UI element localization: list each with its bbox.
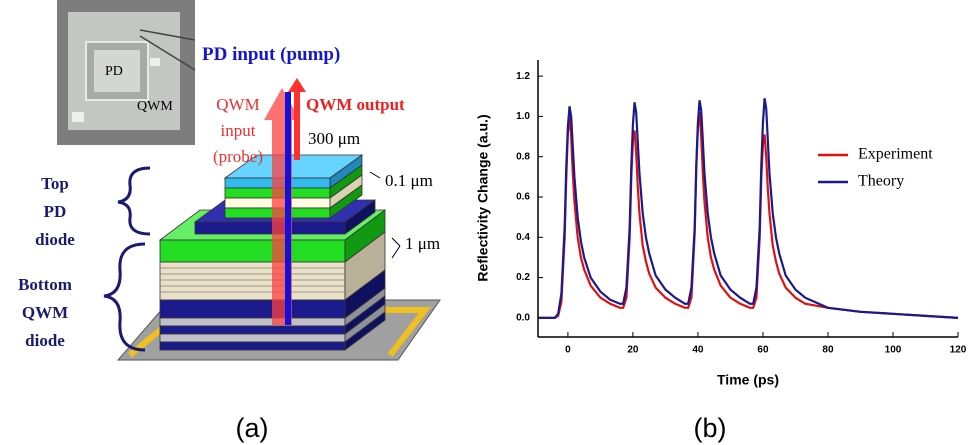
x-axis-title: Time (ps) [717, 372, 779, 388]
photo-label: PD [105, 64, 123, 79]
dimension: 1 μm [405, 234, 440, 253]
x-tick-label: 60 [757, 345, 769, 356]
label: Top [41, 174, 69, 193]
data-line [538, 112, 959, 319]
label: diode [25, 331, 65, 350]
label: QWM [22, 303, 68, 322]
data-line [538, 98, 959, 319]
dimension: 0.1 μm [385, 171, 433, 190]
x-tick-label: 40 [692, 345, 704, 356]
output-arrow [288, 78, 306, 160]
label: QWM output [306, 95, 405, 114]
label: input [221, 121, 256, 140]
x-tick-label: 20 [627, 345, 639, 356]
label: PD input (pump) [202, 44, 340, 65]
contact-trace [380, 307, 432, 357]
label: QWM [216, 95, 259, 114]
brace [103, 242, 146, 352]
y-axis-title: Reflectivity Change (a.u.) [475, 114, 491, 281]
dimension: 300 μm [308, 129, 360, 148]
label: PD [44, 202, 67, 221]
y-tick-label: 1.0 [516, 111, 530, 122]
label: diode [35, 230, 75, 249]
y-tick-label: 0.8 [516, 151, 530, 162]
label: Bottom [18, 275, 72, 294]
y-tick-label: 0.0 [516, 313, 530, 324]
y-tick-label: 1.2 [516, 71, 530, 82]
y-tick-label: 0.6 [516, 192, 530, 203]
label: (probe) [213, 147, 263, 166]
x-tick-label: 100 [885, 345, 902, 356]
y-tick-label: 0.4 [516, 232, 530, 243]
panel-label: (b) [694, 413, 727, 443]
x-tick-label: 120 [950, 345, 967, 356]
pump-arrow [285, 92, 291, 325]
legend-label: Theory [858, 173, 904, 190]
x-tick-label: 0 [565, 345, 571, 356]
x-tick-label: 80 [822, 345, 834, 356]
legend-label: Experiment [858, 146, 933, 163]
y-tick-label: 0.2 [516, 272, 530, 283]
photo-label: QWM [137, 99, 173, 114]
panel-label: (a) [236, 413, 269, 443]
device-photo: PD QWM [57, 0, 196, 145]
brace [117, 166, 151, 236]
